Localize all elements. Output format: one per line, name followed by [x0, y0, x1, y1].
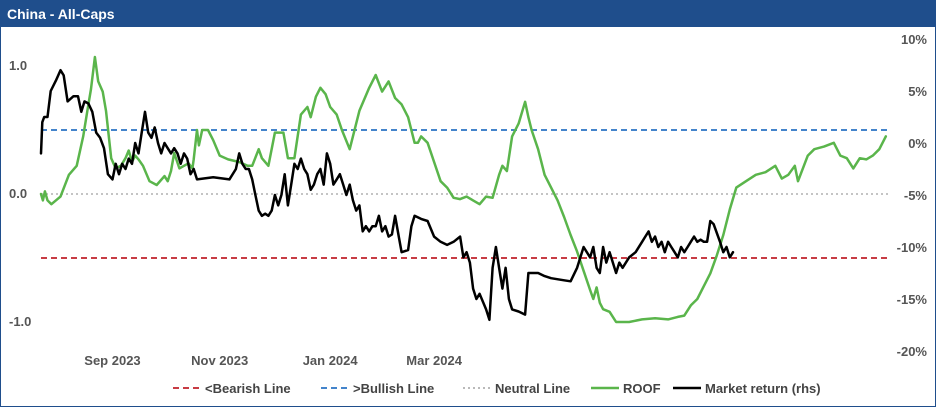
x-tick-label: Jan 2024 [303, 353, 359, 368]
legend-label: Market return (rhs) [705, 381, 821, 396]
x-tick-label: Mar 2024 [406, 353, 462, 368]
y-left-tick-label: 1.0 [9, 58, 27, 73]
y-left-tick-label: -1.0 [9, 314, 31, 329]
y-right-tick-label: 5% [908, 84, 927, 99]
y-right-tick-label: 0% [908, 136, 927, 151]
market-return-series-line [39, 68, 735, 322]
y-right-tick-label: 10% [901, 32, 927, 47]
y-right-tick-label: -10% [897, 240, 928, 255]
roof-series-line [39, 55, 888, 324]
x-tick-label: Sep 2023 [84, 353, 140, 368]
legend-label: <Bearish Line [205, 381, 291, 396]
legend-label: Neutral Line [495, 381, 570, 396]
y-left-tick-label: 0.0 [9, 186, 27, 201]
x-tick-label: Nov 2023 [191, 353, 248, 368]
chart-title: China - All-Caps [1, 1, 935, 27]
y-right-tick-label: -15% [897, 292, 928, 307]
y-right-tick-label: -5% [904, 188, 928, 203]
legend: <Bearish Line >Bullish Line Neutral Line RO… [173, 381, 821, 396]
legend-label: >Bullish Line [353, 381, 434, 396]
y-right-tick-label: -20% [897, 344, 928, 359]
legend-label: ROOF [623, 381, 661, 396]
